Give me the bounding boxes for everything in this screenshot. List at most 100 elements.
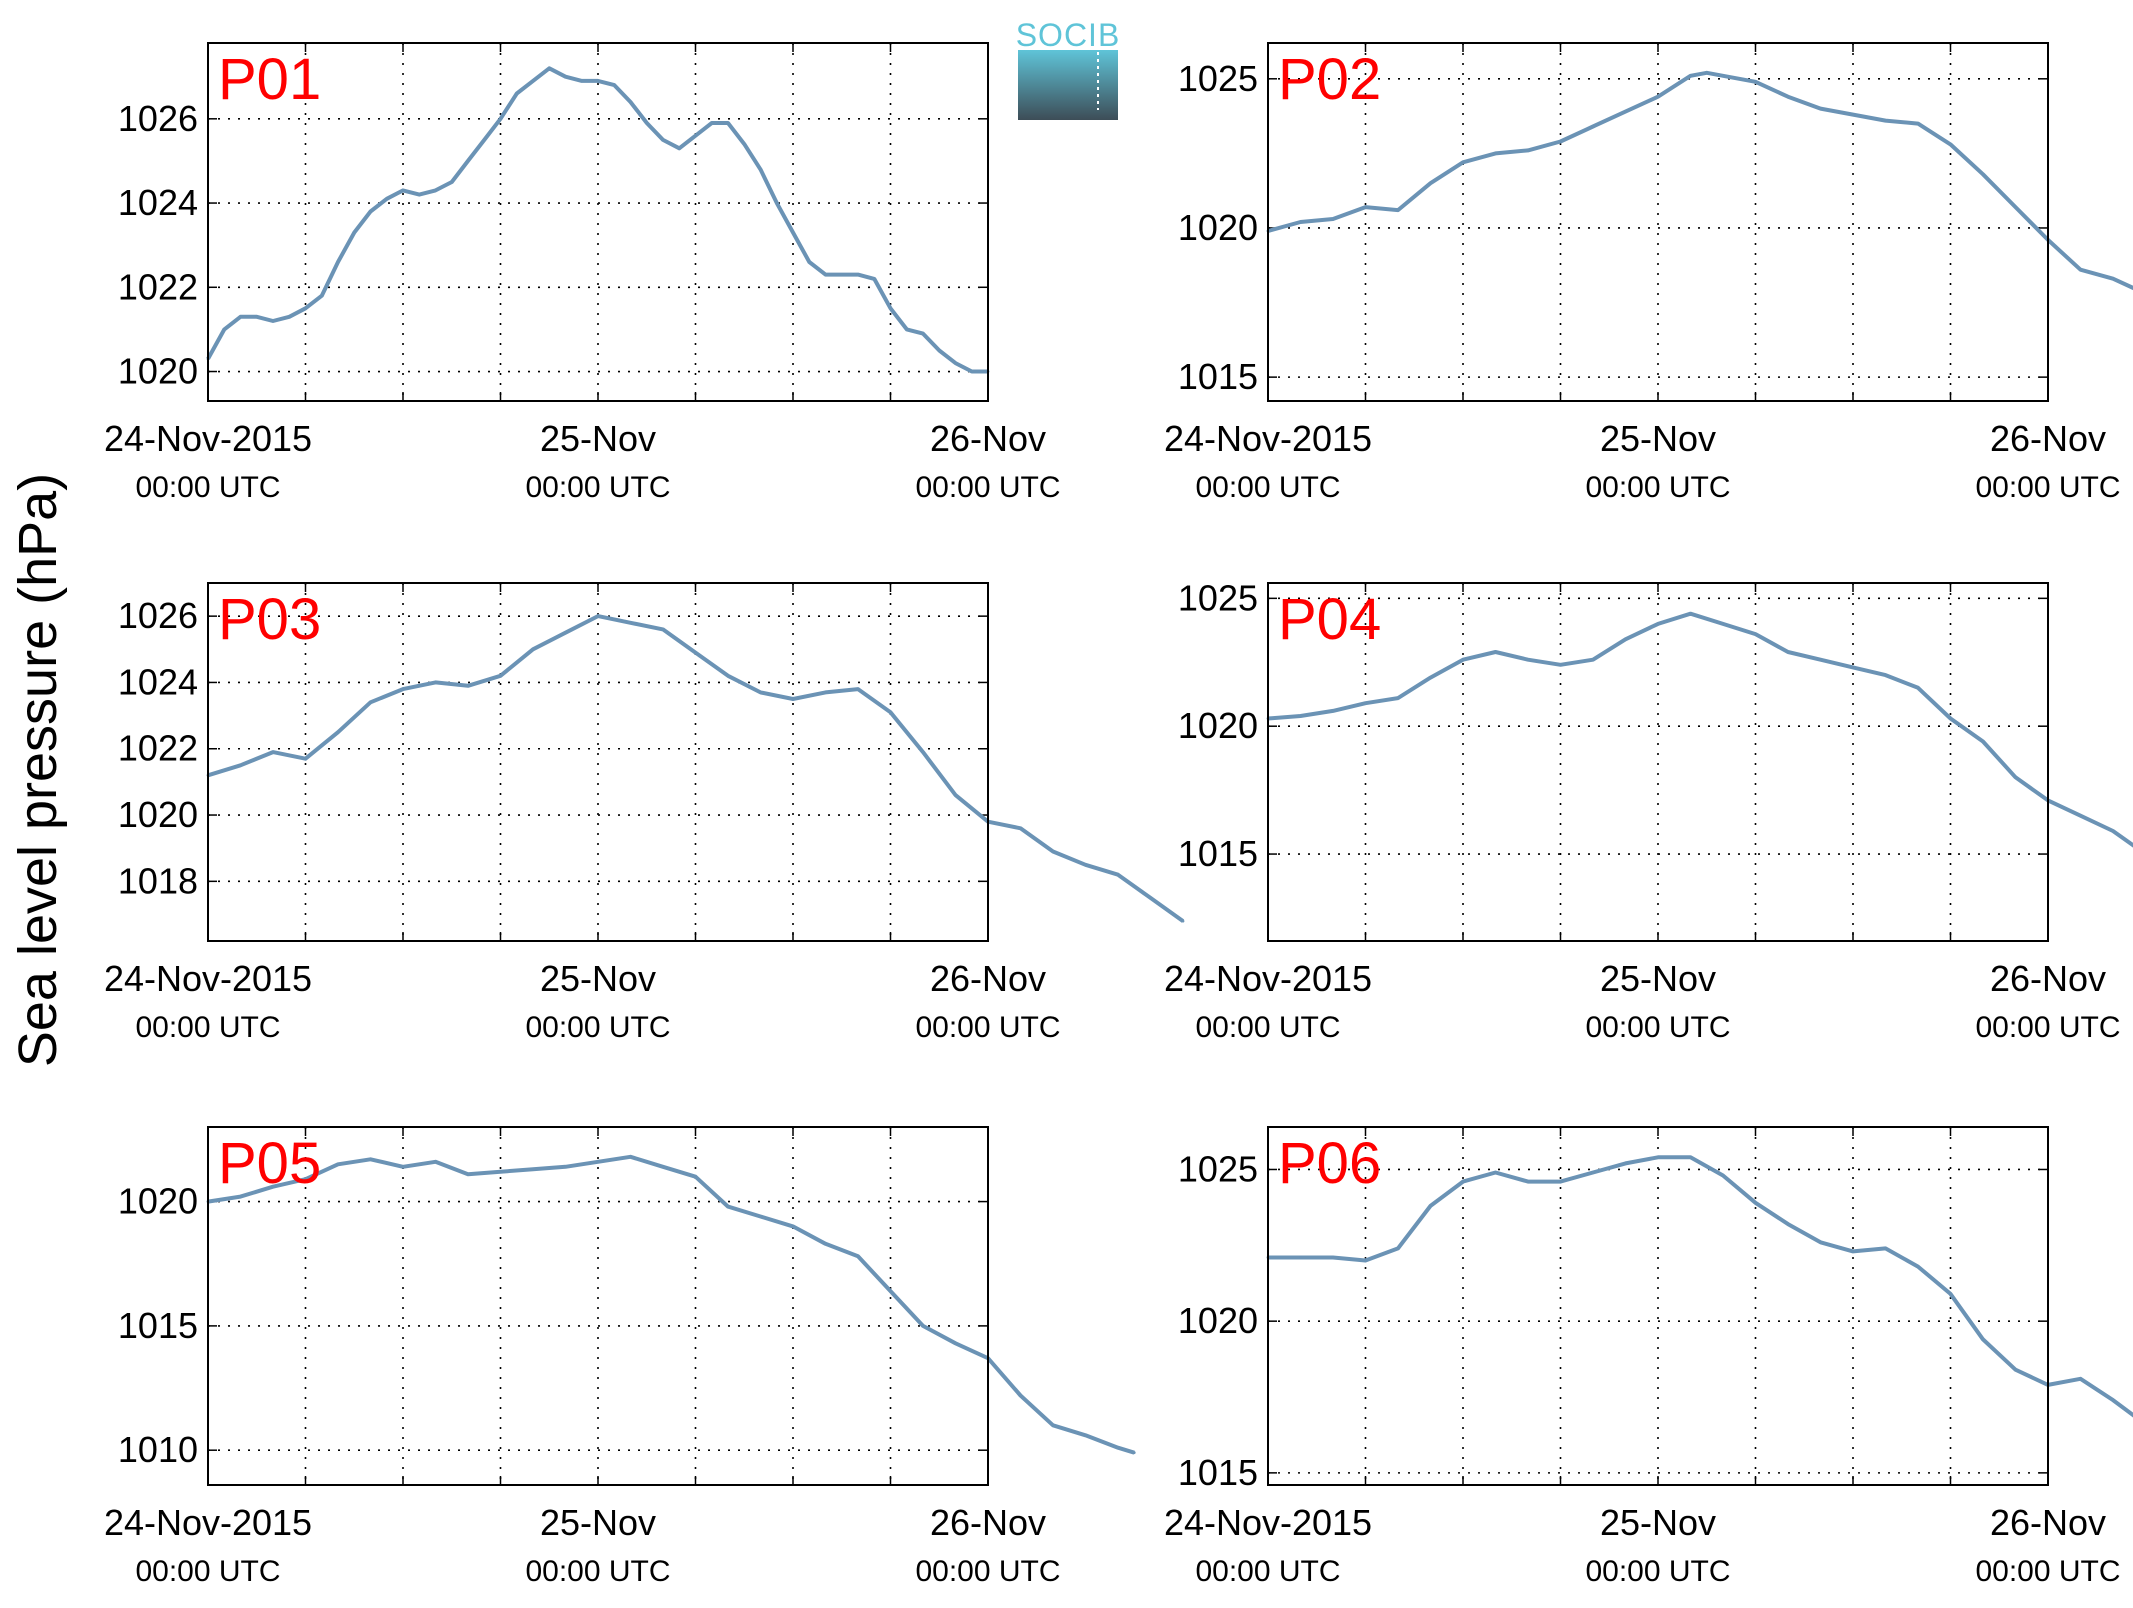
data-point xyxy=(1331,217,1335,221)
data-point xyxy=(336,730,340,734)
data-point xyxy=(271,1185,275,1189)
data-point xyxy=(661,1165,665,1169)
data-point xyxy=(1331,1256,1335,1259)
data-point xyxy=(531,647,535,651)
data-point xyxy=(1429,1204,1432,1208)
x-tick-sublabel: 00:00 UTC xyxy=(1975,1011,2120,1044)
data-point xyxy=(304,306,307,310)
panel-label: P06 xyxy=(1278,1131,1381,1196)
plot-area xyxy=(1268,583,2048,941)
data-point xyxy=(1721,74,1725,78)
panel-label: P01 xyxy=(218,47,321,112)
data-point xyxy=(1851,1249,1855,1253)
x-tick-label: 26-Nov xyxy=(1990,418,2106,459)
data-point xyxy=(417,193,421,197)
axes-frame xyxy=(1267,1126,2049,1486)
data-point xyxy=(369,700,372,704)
series-line xyxy=(207,1154,1135,1455)
x-tick-label: 25-Nov xyxy=(540,958,656,999)
x-tick-label: 25-Nov xyxy=(1600,418,1716,459)
axes-frame xyxy=(207,1126,989,1486)
data-point xyxy=(1754,632,1757,636)
x-tick-label: 24-Nov-2015 xyxy=(104,418,312,459)
data-point xyxy=(612,83,616,87)
data-point xyxy=(466,159,470,163)
data-point xyxy=(304,1177,307,1181)
data-point xyxy=(515,92,519,95)
data-point xyxy=(1019,1394,1022,1397)
y-tick-label: 1015 xyxy=(118,1305,198,1346)
data-point xyxy=(596,1160,600,1164)
data-point xyxy=(1084,1433,1087,1437)
y-tick-label: 1020 xyxy=(1178,207,1258,248)
data-point xyxy=(645,121,649,125)
data-point xyxy=(2079,814,2082,818)
axes-frame xyxy=(1267,42,2049,402)
data-point xyxy=(466,684,470,688)
data-point xyxy=(352,231,356,234)
data-point xyxy=(791,697,795,701)
x-tick-sublabel: 00:00 UTC xyxy=(1585,1011,1730,1044)
data-point xyxy=(694,134,697,138)
data-point xyxy=(580,79,584,83)
x-tick-sublabel: 00:00 UTC xyxy=(525,1555,670,1588)
x-tick-label: 24-Nov-2015 xyxy=(1164,1502,1372,1543)
data-point xyxy=(1754,1201,1757,1205)
data-point xyxy=(872,277,876,281)
data-point xyxy=(742,142,746,146)
y-tick-label: 1020 xyxy=(118,351,198,392)
x-tick-label: 25-Nov xyxy=(540,418,656,459)
y-tick-label: 1015 xyxy=(1178,1452,1258,1493)
data-point xyxy=(694,651,697,655)
x-tick-sublabel: 00:00 UTC xyxy=(1585,471,1730,504)
data-point xyxy=(1299,714,1302,718)
data-point xyxy=(287,315,291,319)
data-point xyxy=(1116,873,1120,877)
data-point xyxy=(856,687,860,691)
data-point xyxy=(1526,1180,1530,1184)
data-point xyxy=(1916,122,1920,125)
y-tick-label: 1026 xyxy=(118,595,198,636)
plot-area xyxy=(208,1127,988,1485)
data-point xyxy=(661,138,665,142)
data-point xyxy=(336,260,340,264)
data-point xyxy=(1689,1155,1692,1159)
data-point xyxy=(856,1254,860,1258)
data-point xyxy=(775,201,779,205)
data-point xyxy=(1181,919,1185,923)
data-point xyxy=(255,315,259,319)
data-point xyxy=(564,1165,567,1169)
data-point xyxy=(239,763,242,767)
data-point xyxy=(629,100,632,104)
data-point xyxy=(482,138,486,142)
y-tick-label: 1024 xyxy=(118,182,198,223)
data-point xyxy=(759,690,762,694)
data-point xyxy=(1494,1171,1497,1174)
data-point xyxy=(1116,1446,1120,1450)
y-tick-label: 1010 xyxy=(118,1429,198,1470)
data-point xyxy=(1084,863,1087,867)
data-point xyxy=(791,1225,795,1228)
data-point xyxy=(1396,1246,1400,1250)
y-tick-label: 1025 xyxy=(1178,58,1258,99)
data-point xyxy=(905,328,909,331)
data-point xyxy=(531,79,535,83)
data-point xyxy=(434,681,437,684)
x-tick-sublabel: 00:00 UTC xyxy=(915,1011,1060,1044)
data-point xyxy=(954,793,957,797)
data-point xyxy=(1591,1171,1595,1174)
data-point xyxy=(1429,676,1432,680)
data-point xyxy=(547,66,551,70)
data-point xyxy=(726,121,730,125)
x-tick-sublabel: 00:00 UTC xyxy=(1975,1555,2120,1588)
x-tick-sublabel: 00:00 UTC xyxy=(915,1555,1060,1588)
data-point xyxy=(1949,717,1952,720)
data-point xyxy=(596,79,600,83)
data-point xyxy=(1051,850,1055,853)
data-point xyxy=(1591,125,1595,128)
data-point xyxy=(791,231,795,234)
data-point xyxy=(1494,151,1497,155)
data-point xyxy=(1429,181,1432,185)
data-point xyxy=(1981,172,1985,176)
data-point xyxy=(1624,110,1627,114)
